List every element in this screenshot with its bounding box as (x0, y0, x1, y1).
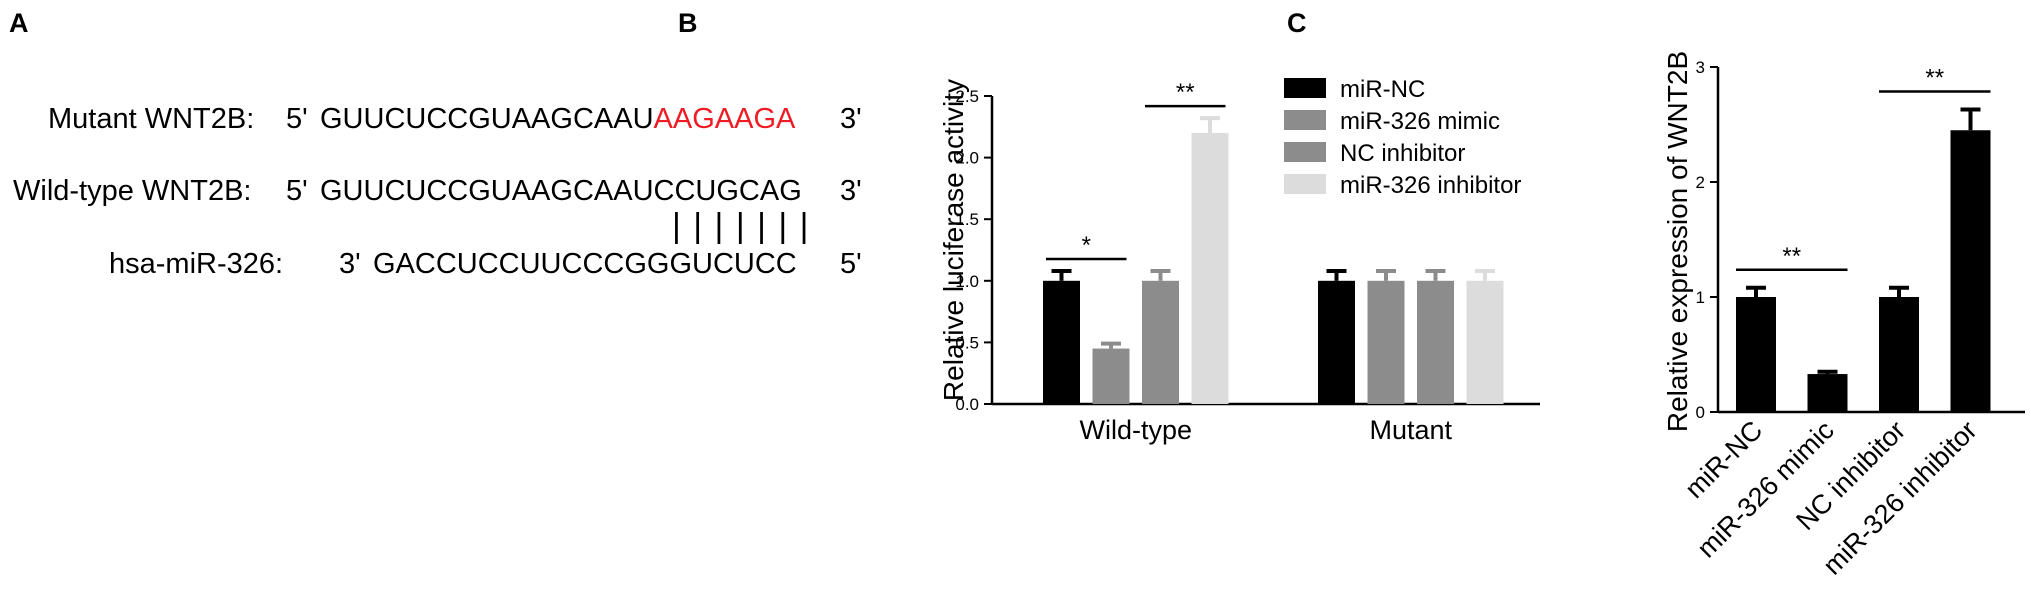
mirna-label: hsa-miR-326: (109, 248, 284, 280)
mirna-prime3: 3' (339, 248, 361, 280)
y-tick-label: 3 (1696, 58, 1705, 77)
panel-b-letter: B (678, 8, 698, 38)
y-tick-label: 2.5 (955, 87, 979, 106)
mutant-sequence-conserved: GUUCUCCGUAAGCAAU (320, 103, 654, 135)
y-tick-label: 1.5 (955, 210, 979, 229)
significance-marker: ** (1176, 79, 1195, 106)
bar (1367, 280, 1405, 404)
y-tick-label: 0 (1696, 403, 1705, 422)
mirna-sequence: GACCUCCUUCCCGGGUCUCC (373, 248, 797, 280)
wildtype-sequence: GUUCUCCGUAAGCAAUCCUGCAG (320, 175, 802, 207)
bar (1950, 130, 1991, 412)
bar (1142, 280, 1179, 404)
bar (1043, 280, 1080, 404)
wildtype-prime3: 3' (840, 175, 862, 207)
y-tick-label: 1.0 (955, 272, 979, 291)
mutant-sequence-mutated: AAGAAGA (653, 103, 796, 135)
y-tick-label: 2.0 (955, 149, 979, 168)
bar (1318, 280, 1355, 404)
y-tick-label: 0.0 (955, 395, 979, 414)
bar (1092, 348, 1130, 404)
legend-swatch (1284, 110, 1326, 130)
y-axis-label: Relative luciferase activity (938, 79, 969, 401)
bar (1736, 297, 1776, 412)
y-tick-label: 2 (1696, 173, 1705, 192)
bar (1191, 132, 1229, 404)
y-tick-label: 0.5 (955, 333, 979, 352)
legend-label: NC inhibitor (1340, 140, 1465, 167)
legend-swatch (1284, 78, 1326, 98)
bar (1466, 280, 1504, 404)
panel-c-letter: C (1287, 8, 1307, 38)
pairing-bars: | | | | | | | (672, 207, 809, 245)
bar (1417, 280, 1454, 404)
legend-swatch (1284, 174, 1326, 194)
y-tick-label: 1 (1696, 288, 1705, 307)
wildtype-label: Wild-type WNT2B: (13, 175, 252, 207)
category-label: Wild-type (1079, 415, 1192, 445)
significance-marker: ** (1925, 65, 1944, 92)
mutant-label: Mutant WNT2B: (48, 103, 255, 135)
legend-label: miR-NC (1340, 76, 1425, 103)
legend-swatch (1284, 142, 1326, 162)
significance-marker: * (1082, 232, 1091, 259)
panel-a-letter: A (9, 8, 29, 38)
mutant-prime3: 3' (840, 103, 862, 135)
mutant-sequence: GUUCUCCGUAAGCAAUAAGAAGA (320, 105, 795, 134)
mirna-prime5: 5' (840, 248, 862, 280)
wildtype-prime5: 5' (286, 175, 308, 207)
bar (1879, 297, 1919, 412)
bar (1807, 374, 1848, 412)
significance-marker: ** (1782, 243, 1801, 270)
mutant-prime5: 5' (286, 103, 308, 135)
category-label: Mutant (1369, 415, 1452, 445)
y-axis-label: Relative expression of WNT2B (1662, 51, 1693, 432)
legend-label: miR-326 inhibitor (1340, 172, 1521, 199)
legend-label: miR-326 mimic (1340, 108, 1500, 135)
